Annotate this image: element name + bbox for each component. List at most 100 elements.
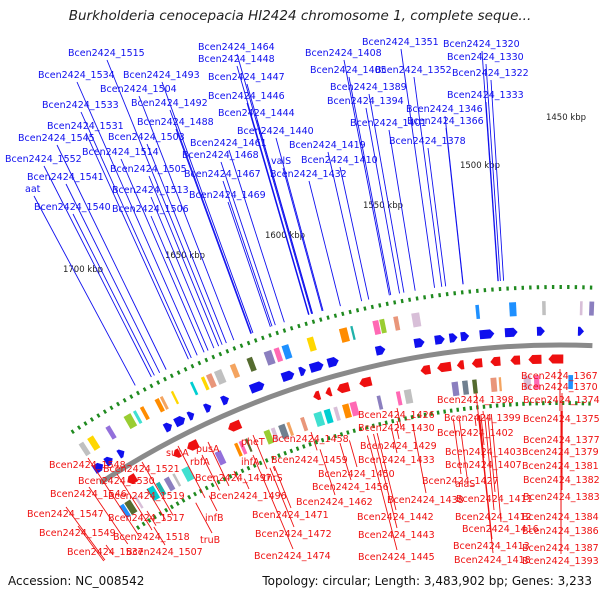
backbone-arc: [99, 342, 593, 485]
rna-gene-tick: [314, 439, 319, 445]
top-label-leader: [76, 81, 198, 356]
cog-category-block: [105, 425, 117, 440]
rna-gene-tick: [116, 401, 121, 407]
cog-category-block: [245, 438, 253, 453]
rna-gene-tick: [462, 406, 466, 412]
rna-gene-tick: [275, 330, 279, 336]
rna-gene-tick: [589, 285, 593, 290]
forward-gene-label: Bcen2424_1405: [310, 65, 387, 76]
reverse-gene-label: Bcen2424_1474: [254, 551, 331, 562]
bottom-label-leader: [88, 486, 129, 545]
reverse-gene-label: Bcen2424_1433: [358, 455, 435, 466]
reverse-gene-arrow: [313, 390, 322, 401]
cog-category-block: [349, 401, 360, 417]
rna-gene-tick: [365, 425, 369, 430]
rna-gene-tick: [96, 413, 101, 418]
rna-gene-tick: [391, 419, 395, 424]
reverse-gene-label: Bcen2424_1375: [523, 414, 600, 425]
forward-gene-label: Bcen2424_1432: [270, 169, 347, 180]
bottom-label-leader: [484, 414, 495, 511]
cog-category-block: [498, 377, 502, 392]
cog-category-block: [139, 406, 150, 421]
rna-gene-tick: [122, 397, 127, 403]
rna-gene-tick: [460, 290, 464, 295]
top-label-leader: [413, 76, 443, 287]
rna-gene-tick: [363, 306, 367, 311]
rna-gene-tick: [283, 450, 288, 456]
reverse-gene-label: Bcen2424_1407: [445, 460, 522, 471]
rna-gene-tick: [378, 421, 382, 427]
rna-gene-tick: [515, 402, 519, 407]
top-label-leader: [222, 180, 273, 327]
rna-gene-tick: [535, 401, 538, 406]
rna-gene-tick: [522, 401, 525, 406]
cog-category-block: [134, 495, 144, 509]
cog-category-block: [263, 349, 276, 366]
forward-gene-label: Bcen2424_1320: [443, 39, 520, 50]
reverse-gene-label: Bcen2424_1374: [523, 395, 600, 406]
rna-gene-tick: [453, 291, 457, 296]
cog-category-block: [200, 376, 210, 391]
top-label-leader: [388, 129, 416, 291]
rna-gene-tick: [135, 525, 141, 530]
rna-gene-tick: [102, 409, 107, 414]
reverse-gene-label: pheT: [241, 437, 265, 448]
kbp-tick-label: 1700 kbp: [63, 265, 103, 275]
rna-gene-tick: [193, 491, 198, 497]
cog-category-block: [475, 304, 481, 320]
rna-gene-tick: [308, 442, 312, 447]
forward-gene-arrow: [479, 329, 495, 340]
cog-category-block: [472, 379, 478, 394]
rna-gene-tick: [169, 504, 174, 510]
reverse-gene-label: Bcen2424_1402: [437, 428, 514, 439]
top-label-leader: [85, 132, 189, 360]
rna-gene-tick: [417, 413, 421, 419]
bottom-label-leader: [233, 470, 240, 482]
rna-gene-tick: [176, 370, 181, 375]
bottom-label-leader: [146, 488, 166, 521]
cog-category-block: [490, 377, 498, 392]
forward-gene-arrow: [374, 345, 386, 356]
bottom-label-leader: [373, 433, 398, 529]
top-label-leader: [348, 76, 392, 296]
cog-category-block: [338, 327, 350, 343]
rna-gene-tick: [339, 432, 344, 437]
rna-gene-tick: [333, 433, 337, 439]
top-label-leader: [427, 147, 447, 287]
topology-summary: Topology: circular; Length: 3,483,902 bp…: [262, 574, 592, 588]
bottom-label-leader: [480, 415, 485, 446]
rna-gene-tick: [222, 476, 227, 482]
bottom-label-leader: [366, 435, 398, 551]
rna-gene-tick: [261, 335, 265, 341]
rna-gene-tick: [211, 354, 216, 360]
bottom-label-leader: [153, 526, 166, 546]
reverse-gene-arrow: [471, 358, 483, 368]
forward-gene-arrow: [536, 326, 545, 336]
reverse-gene-arrow: [510, 355, 521, 365]
rna-gene-tick: [89, 417, 95, 422]
bottom-label-leader: [269, 467, 295, 528]
cog-category-block: [78, 441, 91, 457]
reverse-gene-label: Bcen2424_1519: [108, 491, 185, 502]
forward-gene-label: Bcen2424_1322: [452, 68, 529, 79]
rna-gene-tick: [228, 474, 233, 479]
rna-gene-tick: [581, 401, 585, 406]
top-label-leader: [120, 158, 205, 353]
reverse-gene-label: Bcen2424_1427: [422, 476, 499, 487]
rna-gene-tick: [289, 448, 294, 454]
cog-category-block: [132, 410, 143, 424]
cog-category-block: [333, 406, 341, 422]
forward-gene-arrow: [220, 395, 229, 406]
forward-gene-arrow: [173, 416, 186, 428]
top-label-leader: [485, 101, 499, 282]
bottom-label-leader: [87, 457, 140, 537]
rna-gene-tick: [277, 453, 281, 458]
forward-gene-arrow: [413, 338, 425, 349]
bottom-label-leader: [391, 429, 398, 454]
reverse-gene-label: Bcen2424_1384: [522, 512, 599, 523]
rna-gene-tick: [502, 402, 506, 408]
rna-gene-tick: [404, 416, 408, 421]
forward-gene-label: Bcen2424_1513: [112, 185, 189, 196]
forward-gene-arrow: [103, 456, 113, 467]
reverse-gene-arrow: [337, 382, 351, 394]
